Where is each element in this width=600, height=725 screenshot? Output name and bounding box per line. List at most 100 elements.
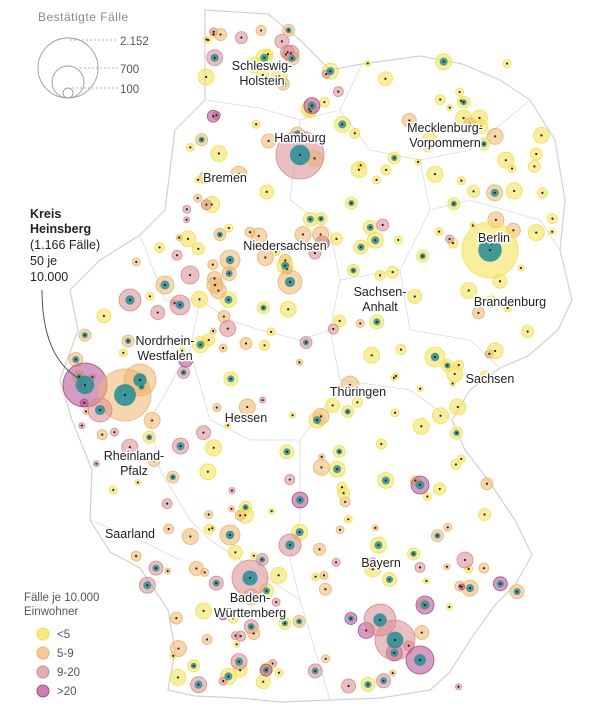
county-dot	[332, 327, 335, 331]
county-dot	[288, 478, 291, 481]
county-dot	[151, 419, 154, 422]
county-dot	[505, 62, 509, 65]
state-label-sachsen: Sachsen	[466, 372, 515, 386]
color-legend-title-line-1: Fälle je 10.000	[24, 592, 99, 604]
county-dot	[250, 625, 253, 628]
county-dot	[319, 233, 322, 236]
county-dot	[393, 411, 397, 414]
state-label-baden-wuerttemberg-line-1: Baden-	[230, 591, 270, 605]
county-dot	[314, 669, 317, 673]
county-dot	[253, 63, 256, 67]
county-dot	[374, 526, 377, 529]
county-dot	[173, 301, 176, 305]
county-dot	[132, 535, 135, 538]
county-dot	[291, 414, 294, 417]
county-dot	[176, 676, 180, 679]
county-dot	[98, 408, 102, 412]
state-label-bremen: Bremen	[203, 171, 247, 185]
county-dot	[136, 481, 139, 484]
county-dot	[535, 152, 538, 156]
county-dot	[222, 346, 225, 350]
county-dot	[288, 543, 292, 547]
county-dot	[445, 565, 449, 568]
state-label-brandenburg: Brandenburg	[474, 295, 546, 309]
state-label-sachsen-anhalt-line-1: Sachsen-	[354, 285, 407, 299]
county-dot	[219, 33, 222, 36]
county-dot	[213, 277, 216, 280]
county-dot	[285, 450, 288, 453]
state-label-nordrhein-westfalen-line-1: Nordrhein-	[135, 334, 194, 348]
county-dot	[394, 374, 397, 378]
county-dot	[454, 463, 458, 466]
county-dot	[375, 178, 378, 181]
county-dot	[493, 349, 497, 353]
county-dot	[282, 82, 285, 86]
county-dot	[239, 635, 242, 638]
state-label-schleswig-holstein-line-1: Schleswig-	[232, 59, 292, 73]
county-dot	[541, 191, 544, 195]
county-dot	[442, 60, 445, 63]
state-label-rheinland-pfalz-line-2: Pfalz	[120, 464, 148, 478]
county-dot	[384, 168, 388, 171]
county-dot	[235, 643, 238, 646]
county-dot	[418, 566, 422, 569]
state-label-sachsen-anhalt-line-2: Anhalt	[362, 300, 398, 314]
county-dot	[91, 375, 94, 379]
county-dot	[171, 476, 174, 479]
county-dot	[436, 534, 439, 537]
county-dot	[353, 132, 356, 135]
county-dot	[146, 584, 149, 587]
county-dot	[298, 620, 301, 623]
county-dot	[460, 585, 463, 588]
county-dot	[80, 424, 83, 427]
county-dot	[237, 660, 241, 663]
county-dot	[298, 531, 301, 534]
county-dot	[350, 201, 353, 205]
county-dot	[123, 393, 127, 397]
county-dot	[262, 306, 265, 309]
state-label-hamburg: Hamburg	[274, 131, 325, 145]
county-dot	[512, 229, 515, 232]
state-label-mecklenburg-vorpommern-line-1: Mecklenburg-	[407, 121, 483, 135]
county-dot	[446, 526, 449, 529]
size-legend: Bestätigte Fälle 2.152 700 100	[37, 10, 149, 99]
county-dot	[319, 217, 323, 220]
county-dot	[324, 588, 327, 591]
county-dot	[460, 142, 463, 145]
county-dot	[101, 433, 104, 436]
county-dot	[202, 609, 205, 612]
color-legend-swatch	[36, 627, 50, 641]
annotation-detail-line-1: (1.166 Fälle)	[30, 238, 100, 252]
county-dot	[158, 246, 161, 249]
county-dot	[215, 114, 218, 117]
county-dot	[365, 629, 368, 632]
state-label-rheinland-pfalz-line-1: Rheinland-	[104, 449, 164, 463]
county-dot	[428, 139, 431, 143]
county-dot	[341, 123, 344, 126]
county-dot	[382, 679, 385, 682]
county-dot	[540, 134, 543, 137]
county-dot	[205, 203, 208, 206]
county-dot	[426, 147, 430, 150]
county-dot	[460, 179, 463, 182]
county-dot	[248, 230, 252, 234]
county-dot	[399, 348, 403, 351]
county-dot	[493, 191, 496, 194]
county-dot	[185, 208, 188, 211]
county-dot	[261, 558, 264, 561]
county-dot	[189, 535, 192, 538]
state-label-berlin: Berlin	[478, 231, 510, 245]
county-dot	[287, 308, 290, 311]
county-dot	[384, 77, 387, 80]
county-dot	[207, 38, 210, 42]
county-dot	[186, 237, 190, 240]
county-dot	[488, 352, 491, 355]
county-dot	[446, 364, 449, 367]
county-dot	[198, 298, 201, 301]
county-dot	[448, 605, 451, 609]
county-dot	[199, 343, 202, 346]
county-dot	[375, 320, 378, 323]
county-dot	[324, 657, 327, 660]
heinsberg-annotation: Kreis Heinsberg (1.166 Fälle) 50 je 10.0…	[30, 207, 100, 379]
county-dot	[499, 582, 502, 585]
